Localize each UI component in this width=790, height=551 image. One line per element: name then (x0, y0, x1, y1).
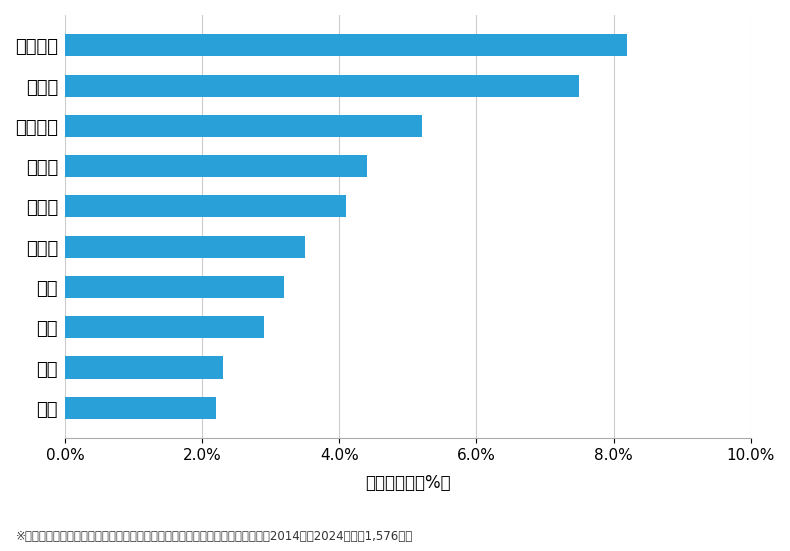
X-axis label: 件数の割合（%）: 件数の割合（%） (365, 474, 450, 492)
Bar (65, 397, 216, 419)
Bar (65, 356, 223, 379)
Bar (65, 115, 422, 137)
Bar (65, 34, 627, 56)
Bar (65, 276, 284, 298)
Bar (65, 236, 305, 258)
Text: ※弊社受付の案件を対象に、受付時に市区町村の回答があったものを集計（期間2014年～2024年、計1,576件）: ※弊社受付の案件を対象に、受付時に市区町村の回答があったものを集計（期間2014… (16, 530, 413, 543)
Bar (65, 155, 367, 177)
Bar (65, 74, 579, 96)
Bar (65, 196, 346, 218)
Bar (65, 316, 264, 338)
